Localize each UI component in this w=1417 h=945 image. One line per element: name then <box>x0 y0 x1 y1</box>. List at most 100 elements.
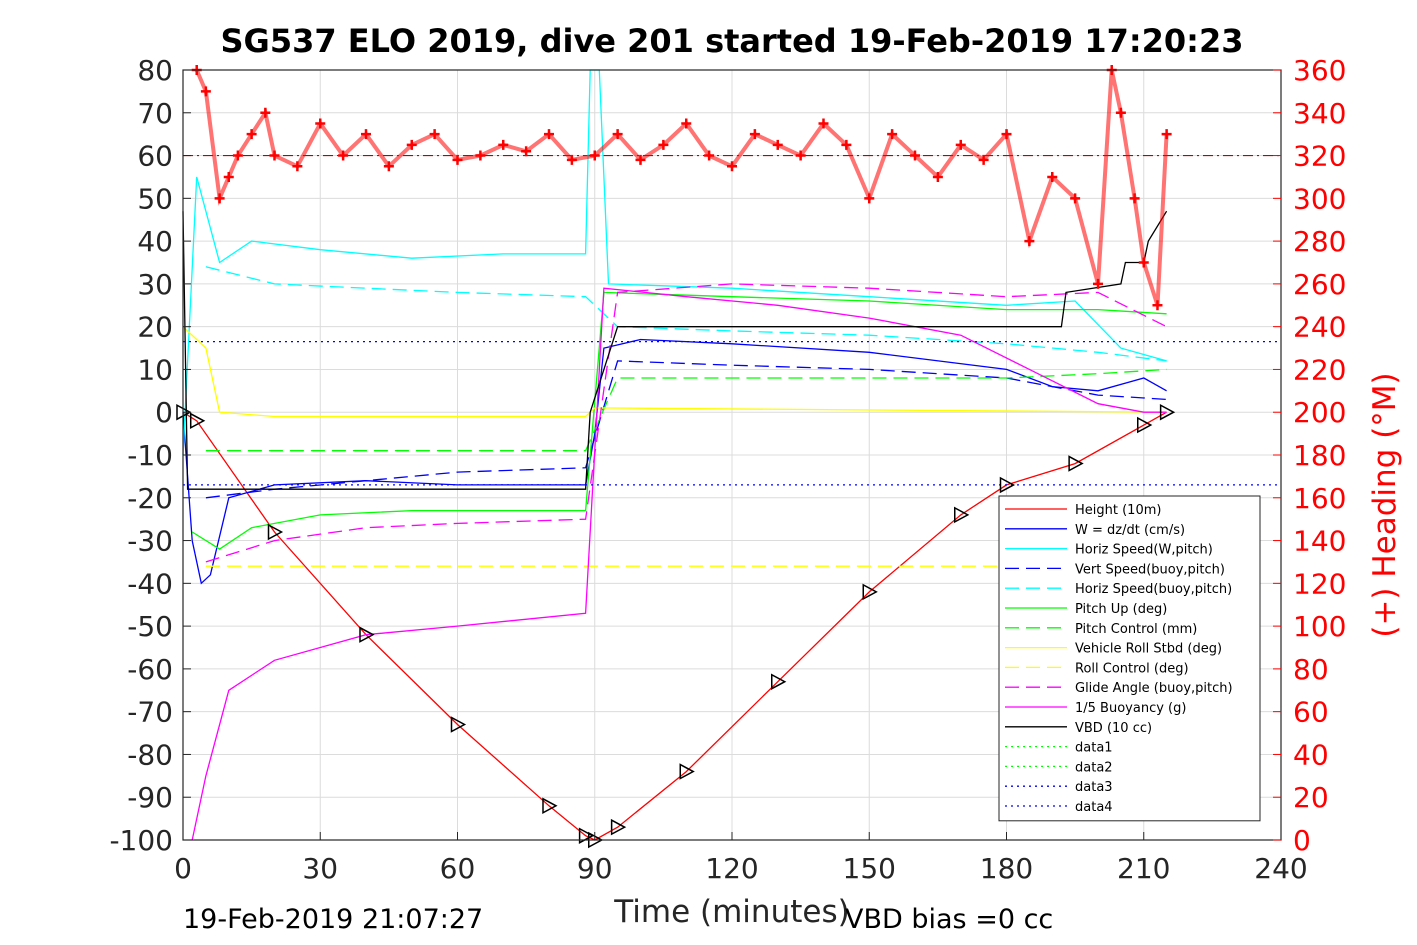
heading-point <box>612 129 623 140</box>
heading-point <box>566 154 577 165</box>
heading-point <box>772 139 783 150</box>
heading-point <box>521 146 532 157</box>
y-tick-labels: 80 70 60 50 40 30 20 10 0 -10 -20 -30 -40 -50 -60 -70 -8… <box>109 54 191 857</box>
series-line-5 <box>191 291 1167 550</box>
heading-point <box>260 107 271 118</box>
y-tick-label: 10 <box>137 353 173 386</box>
height-marker <box>1068 455 1084 472</box>
heading-point <box>246 129 257 140</box>
heading-point <box>292 161 303 172</box>
heading-point <box>887 129 898 140</box>
legend-label: data1 <box>1075 741 1113 756</box>
legend-label: Vehicle Roll Stbd (deg) <box>1075 642 1222 657</box>
heading-point <box>658 139 669 150</box>
heading-point <box>338 150 349 161</box>
y-tick-label: -100 <box>109 824 173 857</box>
y-tick-label: -70 <box>127 696 173 729</box>
heading-point <box>727 161 737 172</box>
height-marker <box>359 626 375 643</box>
x-tick-labels: 0 30 60 90 120 150 180 210 240 <box>174 832 1308 885</box>
right-y-tick-label: 80 <box>1293 653 1329 686</box>
height-marker <box>542 797 558 815</box>
heading-point <box>475 150 486 161</box>
x-tick-label: 0 <box>174 852 192 885</box>
right-y-tick-label: 200 <box>1293 396 1346 429</box>
heading-point <box>1138 257 1149 268</box>
height-marker <box>450 716 467 733</box>
y-tick-label: -80 <box>127 738 173 771</box>
right-y-tick-label: 300 <box>1293 182 1346 215</box>
height-marker <box>189 412 206 430</box>
series-line-7 <box>182 326 1167 418</box>
heading-point <box>232 150 243 161</box>
heading-point <box>1093 278 1103 289</box>
legend-label: Pitch Control (mm) <box>1075 622 1197 637</box>
heading-point <box>269 150 280 161</box>
heading-point <box>223 171 234 182</box>
x-tick-label: 180 <box>980 852 1033 885</box>
heading-point <box>749 129 760 140</box>
legend-label: Roll Control (deg) <box>1075 661 1189 676</box>
x-tick-label: 240 <box>1254 852 1307 885</box>
heading-point <box>818 118 829 129</box>
series-line-0 <box>182 411 1167 841</box>
footer-timestamp: 19-Feb-2019 21:07:27 <box>183 904 483 935</box>
right-y-tick-label: 340 <box>1293 97 1346 130</box>
heading-point <box>681 118 692 129</box>
legend-label: Horiz Speed(buoy,pitch) <box>1075 582 1232 597</box>
legend-label: 1/5 Buoyancy (g) <box>1075 701 1186 716</box>
y-tick-label: 80 <box>137 54 173 87</box>
heading-point <box>498 139 509 150</box>
x-tick-label: 60 <box>440 852 476 885</box>
right-y-tick-label: 180 <box>1293 439 1346 472</box>
right-y-tick-label: 260 <box>1293 268 1346 301</box>
right-y-tick-label: 0 <box>1293 824 1311 857</box>
heading-point <box>978 154 989 165</box>
series-layer <box>176 69 1281 849</box>
y-tick-label: 20 <box>137 311 173 344</box>
height-marker <box>771 673 787 690</box>
legend-label: data3 <box>1075 780 1113 795</box>
heading-trace <box>194 69 1169 306</box>
y-tick-label: -60 <box>127 653 173 686</box>
y-tick-label: 70 <box>137 97 173 130</box>
legend-label: Horiz Speed(W,pitch) <box>1075 543 1213 558</box>
heading-point <box>1047 171 1058 182</box>
right-y-tick-label: 60 <box>1293 696 1329 729</box>
x-tick-label: 30 <box>302 852 338 885</box>
series-line-3 <box>205 360 1167 499</box>
legend-label: VBD (10 cc) <box>1075 721 1152 736</box>
right-axis-label: (+) Heading (°M) <box>1367 372 1403 637</box>
legend-label: Vert Speed(buoy,pitch) <box>1075 562 1225 577</box>
heading-point <box>1129 193 1140 204</box>
height-marker <box>862 583 878 601</box>
series-line-9 <box>205 283 1167 563</box>
height-marker <box>999 476 1016 494</box>
y-tick-label: -50 <box>127 610 173 643</box>
right-y-tick-label: 320 <box>1293 140 1346 173</box>
footer-vbd-bias: VBD bias =0 cc <box>845 904 1053 935</box>
y-tick-label: -20 <box>127 482 173 515</box>
x-tick-label: 210 <box>1117 852 1170 885</box>
y-tick-label: 0 <box>155 396 173 429</box>
y-tick-label: -90 <box>127 781 173 814</box>
right-y-tick-label: 40 <box>1293 738 1329 771</box>
height-marker <box>679 763 695 780</box>
heading-point <box>1161 129 1172 140</box>
x-tick-label: 120 <box>705 852 758 885</box>
heading-point <box>635 154 646 165</box>
height-marker <box>1159 403 1176 421</box>
right-y-tick-labels: 3603403203002802602402202001801601401201… <box>1273 54 1346 857</box>
right-y-tick-label: 240 <box>1293 311 1346 344</box>
right-y-tick-label: 280 <box>1293 225 1346 258</box>
heading-point <box>795 150 806 161</box>
heading-point <box>910 150 920 161</box>
legend-label: W = dz/dt (cm/s) <box>1075 523 1185 538</box>
heading-point <box>383 161 394 172</box>
heading-point <box>589 150 600 161</box>
legend-label: Height (10m) <box>1075 503 1161 518</box>
heading-point <box>315 118 326 129</box>
right-y-tick-label: 360 <box>1293 54 1346 87</box>
heading-point <box>1152 300 1163 311</box>
